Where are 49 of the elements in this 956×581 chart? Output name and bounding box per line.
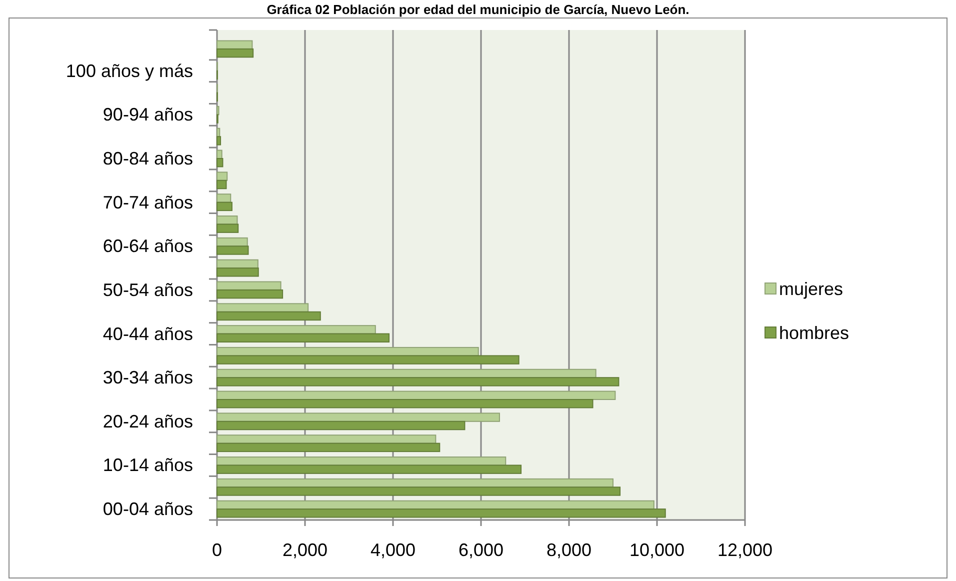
x-tick-label: 4,000 [370, 540, 416, 560]
y-tick-label: 50-54 años [102, 280, 193, 300]
x-tick-label: 6,000 [458, 540, 504, 560]
legend-label: hombres [779, 323, 850, 343]
bar [216, 180, 227, 190]
bar [216, 420, 466, 430]
bar [216, 325, 376, 334]
bar [216, 224, 239, 233]
y-tick-label: 70-74 años [102, 192, 193, 212]
bar [216, 268, 259, 277]
x-tick-label: 0 [212, 540, 222, 560]
bar [216, 202, 232, 212]
bar [216, 158, 224, 168]
bar [216, 40, 253, 50]
bar [216, 399, 594, 408]
bar [216, 442, 440, 452]
bar [216, 412, 500, 422]
bar [216, 289, 284, 299]
x-tick-label: 12,000 [717, 540, 773, 560]
bar [216, 48, 254, 58]
x-tick-label: 10,000 [629, 540, 685, 560]
y-tick-label: 30-34 años [102, 368, 193, 388]
bar [216, 464, 522, 474]
bar [216, 434, 436, 444]
x-tick-label: 8,000 [546, 540, 592, 560]
y-tick-label: 100 años y más [66, 60, 193, 81]
chart-title: Gráfica 02 Población por edad del municipio de García, Nuevo León. [266, 2, 690, 17]
legend-label: mujeres [779, 279, 844, 299]
bar [216, 355, 520, 364]
bar [216, 333, 390, 342]
y-tick-label: 40-44 años [102, 324, 193, 344]
bar [216, 136, 222, 146]
y-tick-label: 90-94 años [102, 104, 193, 125]
y-tick-label: 20-24 años [102, 411, 193, 432]
bar [216, 508, 666, 518]
bar [216, 246, 249, 255]
y-tick-label: 80-84 años [102, 148, 193, 168]
bar [216, 172, 228, 181]
x-tick-label: 2,000 [282, 540, 328, 560]
bar [216, 486, 621, 496]
bar [216, 303, 309, 312]
y-tick-label: 00-04 años [102, 499, 193, 520]
y-tick-label: 10-14 años [102, 455, 193, 476]
bar [216, 377, 620, 386]
bar [216, 150, 222, 159]
bar [216, 311, 321, 321]
bar [216, 281, 282, 290]
y-tick-label: 60-64 años [102, 236, 193, 256]
bar [216, 194, 232, 203]
